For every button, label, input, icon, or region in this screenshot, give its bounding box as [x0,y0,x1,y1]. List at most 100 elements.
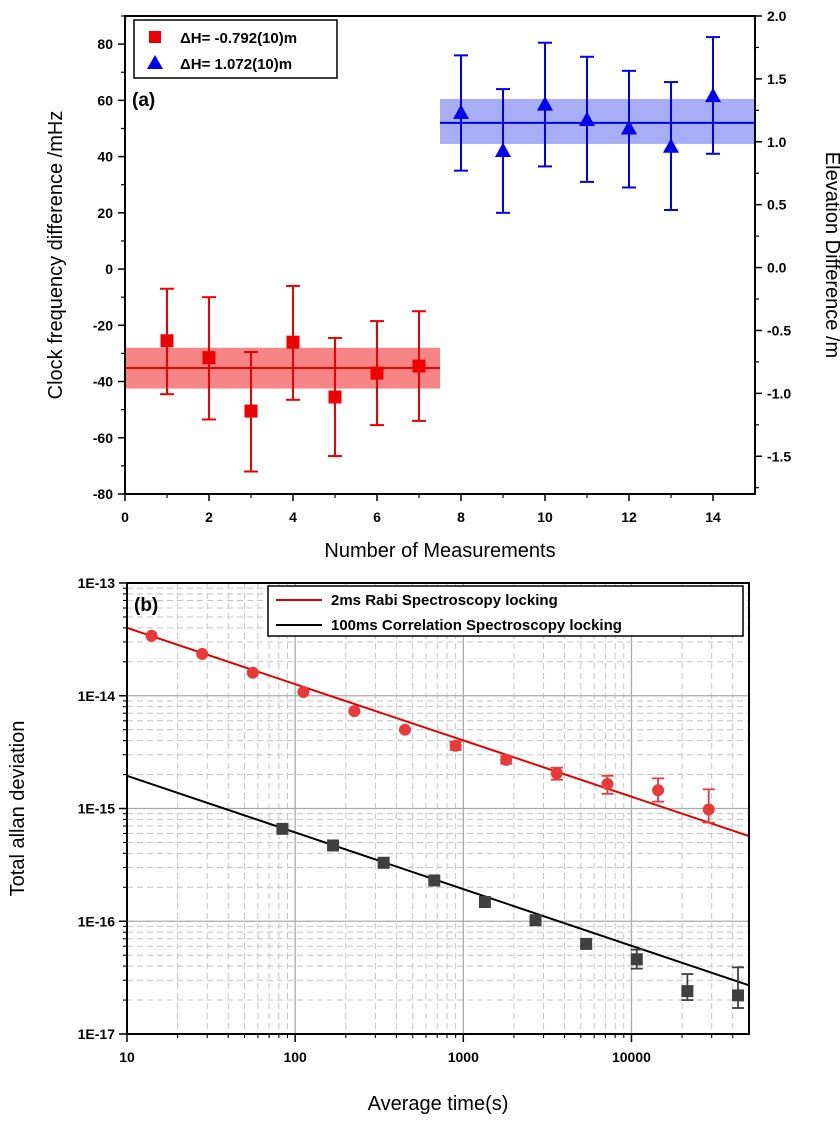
a-data-point [453,104,469,120]
a-y2-tick-label: 0.0 [767,260,787,276]
a-y-axis-label: Clock frequency difference /mHz [45,111,67,400]
a-legend-marker-red [149,31,161,43]
a-series [160,36,721,473]
b-data-point [428,874,441,887]
b-y-tick-label: 1E-16 [78,913,116,929]
b-x-tick-label: 1000 [448,1049,479,1065]
b-data-point [276,822,289,835]
b-data-point [550,767,563,780]
a-plot-frame [124,15,756,495]
b-data-point [731,989,744,1002]
a-data-point [579,111,595,127]
a-y2-axis-label: Elevation Difference /m [821,152,840,358]
a-data-point [160,334,174,348]
a-x-tick-label: 14 [705,509,721,525]
b-legend-entry-black: 100ms Correlation Spectroscopy locking [331,617,622,634]
b-y-tick-label: 1E-15 [78,801,116,817]
a-data-point [370,366,384,380]
a-legend-entry-blue: ΔH= 1.072(10)m [180,56,292,73]
b-data-point [145,629,158,642]
b-data-point [702,803,715,816]
panel-b: 10 100 1000 100001E-171E-161E-151E-141E-13 … [7,575,750,1115]
a-panel-label: (a) [132,90,155,111]
b-x-tick-label: 10 [119,1049,135,1065]
b-legend-entry-red: 2ms Rabi Spectroscopy locking [331,592,558,609]
a-axis-ticks: 0 2 4 6 8 10 12 14 -80 -60 -40 -20 0 20 40 60 80 -1.5 -1.0… [93,8,792,525]
b-x-axis-label: Average time(s) [368,1093,509,1115]
a-y-tick-label: -20 [93,317,113,333]
b-legend: 2ms Rabi Spectroscopy locking 100ms Corr… [267,585,744,637]
a-data-point [705,87,721,103]
b-x-tick-label: 100 [283,1049,307,1065]
b-data-point [449,739,462,752]
b-data-point [652,784,665,797]
b-data-point [377,856,390,869]
a-legend-triangle [147,55,163,69]
b-data-point [297,685,310,698]
b-legend-box [267,585,744,637]
a-legend-square [149,31,161,43]
panel-a: 0 2 4 6 8 10 12 14 -80 -60 -40 -20 0 20 40 60 80 -1.5 -1.0… [45,8,840,562]
a-legend-marker-blue [147,55,163,69]
a-x-tick-label: 6 [373,509,381,525]
a-data-point [412,359,426,373]
a-data-point [244,404,258,418]
a-y-tick-label: -60 [93,430,113,446]
b-data-point [500,753,513,766]
b-y-tick-label: 1E-14 [78,688,116,704]
b-data-point [246,666,259,679]
b-data-point [348,705,361,718]
a-data-point [663,138,679,153]
a-x-tick-label: 12 [621,509,637,525]
a-x-tick-label: 2 [205,509,213,525]
a-mean-bands [125,98,755,389]
a-data-point [621,119,637,135]
a-data-point [202,351,216,365]
b-data-point [529,914,542,927]
a-x-tick-label: 4 [289,509,297,525]
b-data-point [681,985,694,998]
b-series [126,626,750,1009]
a-x-tick-label: 0 [121,509,129,525]
a-y2-tick-label: -1.0 [767,385,791,401]
a-x-axis-label: Number of Measurements [324,540,555,562]
b-data-point [327,839,340,852]
a-legend-box [133,19,338,79]
b-y-axis-label: Total allan deviation [7,721,29,897]
b-x-tick-label: 10000 [612,1049,651,1065]
b-data-point [580,937,593,950]
a-data-point [537,96,553,111]
b-fit-line [126,626,750,837]
a-y-tick-label: -80 [93,486,113,502]
b-data-point [601,777,614,790]
a-y2-tick-label: 2.0 [767,8,787,24]
a-y2-tick-label: 0.5 [767,197,787,213]
a-data-point [495,142,511,157]
a-legend-entry-red: ΔH= -0.792(10)m [180,30,297,47]
b-data-point [478,896,491,909]
a-y-tick-label: 40 [97,149,113,165]
a-y-tick-label: -40 [93,374,113,390]
b-data-point [630,953,643,966]
b-data-point [196,647,209,660]
a-x-tick-label: 10 [537,509,553,525]
a-y-tick-label: 60 [97,92,113,108]
b-axis-ticks: 10 100 1000 10000 1E-17 1E-16 1E-15 1E-14 1E-13 [78,575,734,1065]
a-y2-tick-label: 1.0 [767,134,787,150]
a-mean-band [440,98,755,144]
a-data-point [328,390,342,404]
a-y2-tick-label: -1.5 [767,448,791,464]
b-grid [127,583,749,1034]
a-y-tick-label: 20 [97,205,113,221]
a-y-tick-label: 80 [97,36,113,52]
b-data-point [398,723,411,736]
b-y-tick-label: 1E-13 [78,575,116,591]
a-x-tick-label: 8 [457,509,465,525]
a-y2-tick-label: -0.5 [767,322,791,338]
a-y2-tick-label: 1.5 [767,71,787,87]
b-panel-label: (b) [134,595,158,616]
a-legend: ΔH= -0.792(10)m ΔH= 1.072(10)m [133,19,338,79]
a-y-tick-label: 0 [105,261,113,277]
a-data-point [286,335,300,349]
